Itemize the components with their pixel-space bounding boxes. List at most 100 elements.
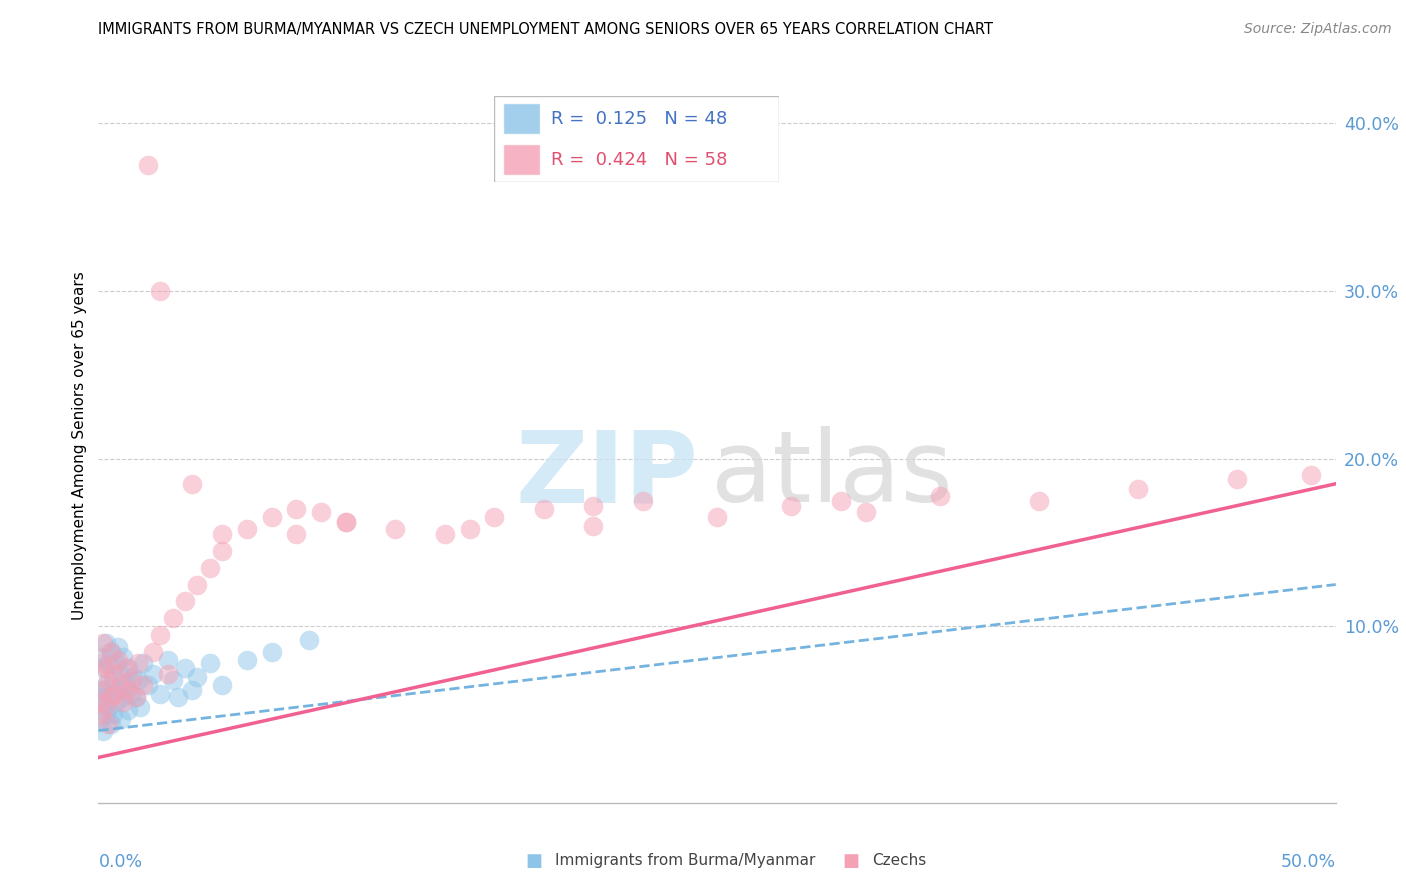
Point	[830, 493, 852, 508]
Point	[706, 510, 728, 524]
Point	[93, 695, 115, 709]
Point	[236, 522, 259, 536]
Point	[136, 678, 159, 692]
Text: ■: ■	[526, 852, 543, 870]
Point	[117, 661, 139, 675]
Point	[149, 628, 172, 642]
Text: Czechs: Czechs	[872, 854, 927, 868]
Point	[181, 683, 204, 698]
Point	[384, 522, 406, 536]
Point	[107, 683, 129, 698]
Point	[156, 653, 179, 667]
Point	[309, 505, 332, 519]
Point	[198, 560, 221, 574]
Point	[129, 700, 152, 714]
Point	[285, 502, 308, 516]
Point	[582, 499, 605, 513]
Point	[211, 544, 233, 558]
Point	[97, 657, 120, 671]
Point	[149, 687, 172, 701]
Point	[91, 683, 114, 698]
Point	[582, 518, 605, 533]
Point	[335, 516, 357, 530]
Point	[93, 661, 115, 675]
Point	[94, 636, 117, 650]
Point	[94, 706, 117, 721]
Text: 0.0%: 0.0%	[98, 853, 142, 871]
Point	[117, 703, 139, 717]
Point	[100, 717, 122, 731]
Point	[104, 687, 127, 701]
Point	[107, 653, 129, 667]
Point	[90, 706, 112, 721]
Point	[112, 649, 135, 664]
Point	[142, 645, 165, 659]
Point	[110, 678, 132, 692]
Point	[90, 712, 112, 726]
Point	[260, 645, 283, 659]
Point	[780, 499, 803, 513]
Text: 50.0%: 50.0%	[1281, 853, 1336, 871]
Point	[97, 717, 120, 731]
Point	[94, 678, 117, 692]
Point	[298, 632, 321, 647]
Point	[1226, 472, 1249, 486]
Point	[1299, 468, 1322, 483]
Point	[114, 661, 136, 675]
Point	[260, 510, 283, 524]
Point	[156, 666, 179, 681]
Point	[855, 505, 877, 519]
Point	[174, 594, 197, 608]
Text: Immigrants from Burma/Myanmar: Immigrants from Burma/Myanmar	[555, 854, 815, 868]
Point	[124, 690, 146, 704]
Point	[117, 683, 139, 698]
Point	[100, 687, 122, 701]
Point	[94, 700, 117, 714]
Point	[166, 690, 188, 704]
Point	[93, 636, 115, 650]
Point	[285, 527, 308, 541]
Point	[162, 673, 184, 688]
Point	[104, 695, 127, 709]
Point	[90, 657, 112, 671]
Point	[181, 476, 204, 491]
Point	[162, 611, 184, 625]
Point	[127, 673, 149, 688]
Point	[433, 527, 456, 541]
Point	[132, 678, 155, 692]
Point	[211, 527, 233, 541]
Text: ■: ■	[842, 852, 859, 870]
Point	[114, 678, 136, 692]
Y-axis label: Unemployment Among Seniors over 65 years: Unemployment Among Seniors over 65 years	[72, 272, 87, 620]
Point	[1028, 493, 1050, 508]
Point	[97, 673, 120, 688]
Point	[174, 661, 197, 675]
Point	[211, 678, 233, 692]
Point	[631, 493, 654, 508]
Point	[132, 657, 155, 671]
Point	[90, 649, 112, 664]
Point	[149, 284, 172, 298]
Point	[100, 645, 122, 659]
Point	[122, 670, 145, 684]
Point	[93, 723, 115, 738]
Point	[100, 690, 122, 704]
Point	[120, 673, 142, 688]
Point	[104, 657, 127, 671]
Text: Source: ZipAtlas.com: Source: ZipAtlas.com	[1244, 22, 1392, 37]
Point	[112, 690, 135, 704]
Text: ZIP: ZIP	[516, 426, 699, 523]
Point	[89, 690, 111, 704]
Point	[458, 522, 481, 536]
Point	[236, 653, 259, 667]
Point	[198, 657, 221, 671]
Point	[186, 670, 208, 684]
Point	[112, 695, 135, 709]
Text: IMMIGRANTS FROM BURMA/MYANMAR VS CZECH UNEMPLOYMENT AMONG SENIORS OVER 65 YEARS : IMMIGRANTS FROM BURMA/MYANMAR VS CZECH U…	[98, 22, 994, 37]
Point	[93, 683, 115, 698]
Point	[127, 657, 149, 671]
Point	[100, 645, 122, 659]
Point	[124, 690, 146, 704]
Point	[107, 640, 129, 654]
Point	[335, 516, 357, 530]
